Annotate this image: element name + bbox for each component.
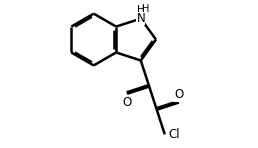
Text: O: O bbox=[122, 96, 131, 109]
Text: N: N bbox=[136, 12, 145, 25]
Text: O: O bbox=[174, 88, 183, 101]
Text: H: H bbox=[137, 5, 145, 15]
Text: Cl: Cl bbox=[169, 128, 180, 141]
Text: H: H bbox=[142, 4, 149, 14]
